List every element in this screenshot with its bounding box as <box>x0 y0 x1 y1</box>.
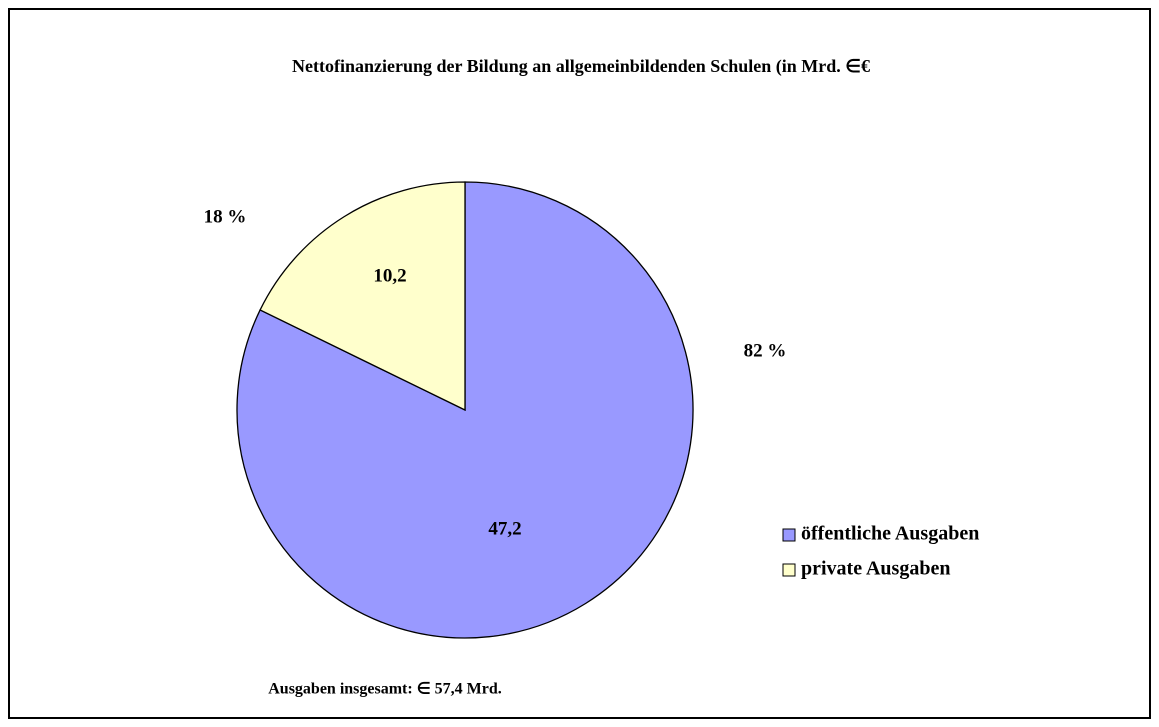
value-label: 47,2 <box>488 518 521 539</box>
percentage-label: 18 % <box>204 206 247 227</box>
legend-swatch <box>782 528 796 542</box>
legend-label: private Ausgaben <box>801 558 950 580</box>
value-label: 10,2 <box>373 265 406 286</box>
annotation: Ausgaben insgesamt: ∈ 57,4 Mrd. <box>268 681 502 698</box>
pie-slice <box>259 181 466 412</box>
percentage-label: 82 % <box>744 340 787 361</box>
legend-swatch <box>782 563 796 577</box>
legend-label: öffentliche Ausgaben <box>801 523 979 545</box>
chart-title: Nettofinanzierung der Bildung an allgeme… <box>292 56 870 77</box>
